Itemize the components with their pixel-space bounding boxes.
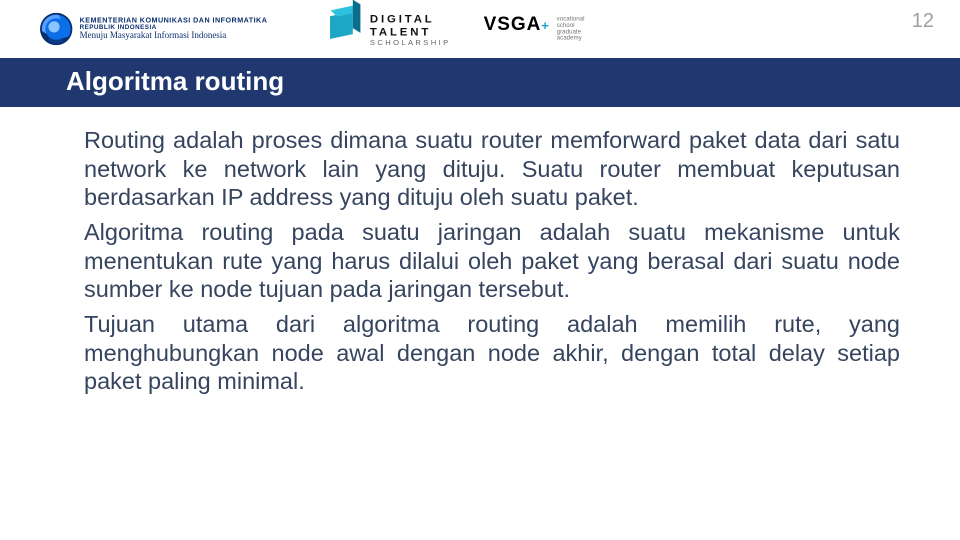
page-number: 12: [912, 10, 934, 33]
dts-line1: DIGITAL: [370, 11, 451, 24]
kominfo-globe-icon: [40, 13, 72, 45]
vsga-main: VSGA: [484, 14, 542, 35]
paragraph-2: Algoritma routing pada suatu jaringan ad…: [84, 218, 900, 304]
dts-wordmark: DIGITAL TALENT SCHOLARSHIP: [370, 11, 451, 46]
slide-title: Algoritma routing: [0, 58, 960, 107]
vsga-plus-icon: +: [542, 18, 550, 33]
header-logo-strip: KEMENTERIAN KOMUNIKASI DAN INFORMATIKA R…: [0, 0, 960, 58]
slide: KEMENTERIAN KOMUNIKASI DAN INFORMATIKA R…: [0, 0, 960, 540]
paragraph-3: Tujuan utama dari algoritma routing adal…: [84, 310, 900, 396]
slide-body: Routing adalah proses dimana suatu route…: [84, 126, 900, 522]
logo-kominfo: KEMENTERIAN KOMUNIKASI DAN INFORMATIKA R…: [40, 13, 267, 45]
dts-line3: SCHOLARSHIP: [370, 38, 451, 47]
vsga-subtitle: vocational school graduate academy: [557, 17, 585, 43]
title-bar: Algoritma routing: [0, 58, 960, 107]
dts-cube-icon: [324, 10, 362, 48]
vsga-sub4: academy: [557, 36, 585, 42]
logo-dts: DIGITAL TALENT SCHOLARSHIP: [324, 10, 450, 48]
dts-line2: TALENT: [370, 25, 451, 38]
paragraph-1: Routing adalah proses dimana suatu route…: [84, 126, 900, 212]
logo-vsga: VSGA+ vocational school graduate academy: [484, 15, 585, 43]
kominfo-line1: KEMENTERIAN KOMUNIKASI DAN INFORMATIKA: [80, 17, 268, 25]
kominfo-wordmark: KEMENTERIAN KOMUNIKASI DAN INFORMATIKA R…: [80, 17, 268, 41]
kominfo-tagline: Menuju Masyarakat Informasi Indonesia: [80, 31, 268, 40]
